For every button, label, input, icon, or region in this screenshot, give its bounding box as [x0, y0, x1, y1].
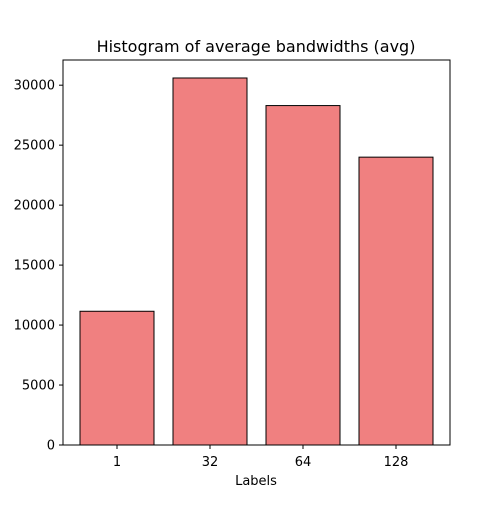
- bars-group: [79, 77, 434, 446]
- y-ticks-group: 0 5000 10000 15000 20000 25000 30000: [14, 79, 63, 454]
- bar-64: [265, 105, 341, 446]
- y-tick-label: 30000: [14, 79, 55, 94]
- y-tick-label: 25000: [14, 139, 55, 154]
- x-axis-label: Labels: [235, 474, 277, 489]
- y-tick-label: 0: [47, 439, 55, 454]
- plot-area-frame: [62, 59, 451, 446]
- y-tick-label: 15000: [14, 259, 55, 274]
- x-ticks-group: 1 32 64 128: [113, 445, 409, 470]
- x-tick-label: 128: [384, 455, 409, 470]
- bar-32: [172, 77, 248, 446]
- x-tick-label: 32: [202, 455, 219, 470]
- chart-title: Histogram of average bandwidths (avg): [97, 37, 416, 56]
- y-tick-label: 5000: [22, 379, 55, 394]
- bar-128: [358, 156, 434, 446]
- x-tick-label: 64: [295, 455, 312, 470]
- x-tick-label: 1: [113, 455, 121, 470]
- y-tick-label: 20000: [14, 199, 55, 214]
- y-tick-label: 10000: [14, 319, 55, 334]
- bar-1: [79, 310, 155, 446]
